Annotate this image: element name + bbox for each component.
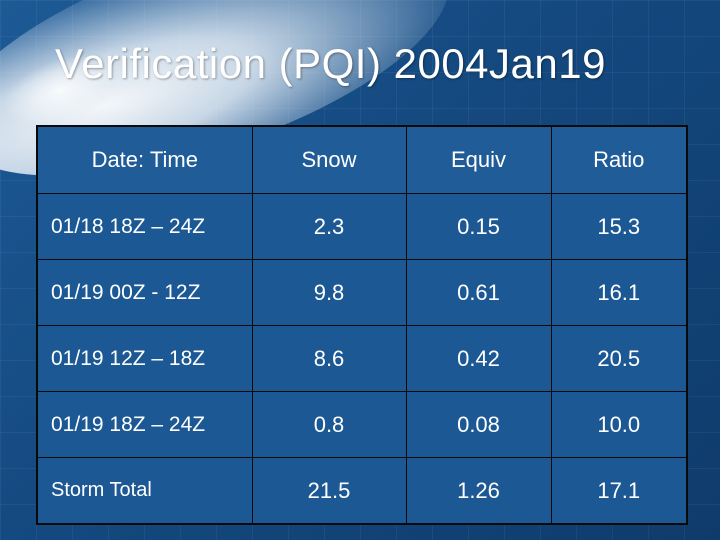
row-ratio: 16.1 <box>550 259 688 326</box>
header-date-time: Date: Time <box>36 125 253 194</box>
row-equiv: 0.08 <box>405 391 552 458</box>
row-equiv: 0.61 <box>405 259 552 326</box>
row-date-time: 01/18 18Z – 24Z <box>36 193 253 260</box>
row-equiv: 0.42 <box>405 325 552 392</box>
verification-table: Date: Time Snow Equiv Ratio 01/18 18Z – … <box>36 125 688 525</box>
row-snow: 0.8 <box>251 391 407 458</box>
row-date-time: 01/19 00Z - 12Z <box>36 259 253 326</box>
row-ratio: 20.5 <box>550 325 688 392</box>
slide-title: Verification (PQI) 2004Jan19 <box>55 40 606 87</box>
row-ratio: 15.3 <box>550 193 688 260</box>
row-snow: 8.6 <box>251 325 407 392</box>
table-row: 01/19 00Z - 12Z 9.8 0.61 16.1 <box>36 259 688 326</box>
table-header-row: Date: Time Snow Equiv Ratio <box>36 125 688 194</box>
table-row-storm-total: Storm Total 21.5 1.26 17.1 <box>36 457 688 525</box>
header-ratio: Ratio <box>550 125 688 194</box>
row-equiv: 0.15 <box>405 193 552 260</box>
table-row: 01/18 18Z – 24Z 2.3 0.15 15.3 <box>36 193 688 260</box>
header-snow: Snow <box>251 125 407 194</box>
row-date-time: 01/19 12Z – 18Z <box>36 325 253 392</box>
table-row: 01/19 18Z – 24Z 0.8 0.08 10.0 <box>36 391 688 458</box>
row-snow: 9.8 <box>251 259 407 326</box>
row-ratio: 10.0 <box>550 391 688 458</box>
row-date-time: 01/19 18Z – 24Z <box>36 391 253 458</box>
row-date-time: Storm Total <box>36 457 253 525</box>
header-equiv: Equiv <box>405 125 552 194</box>
row-equiv: 1.26 <box>405 457 552 525</box>
table-row: 01/19 12Z – 18Z 8.6 0.42 20.5 <box>36 325 688 392</box>
row-snow: 2.3 <box>251 193 407 260</box>
row-snow: 21.5 <box>251 457 407 525</box>
row-ratio: 17.1 <box>550 457 688 525</box>
